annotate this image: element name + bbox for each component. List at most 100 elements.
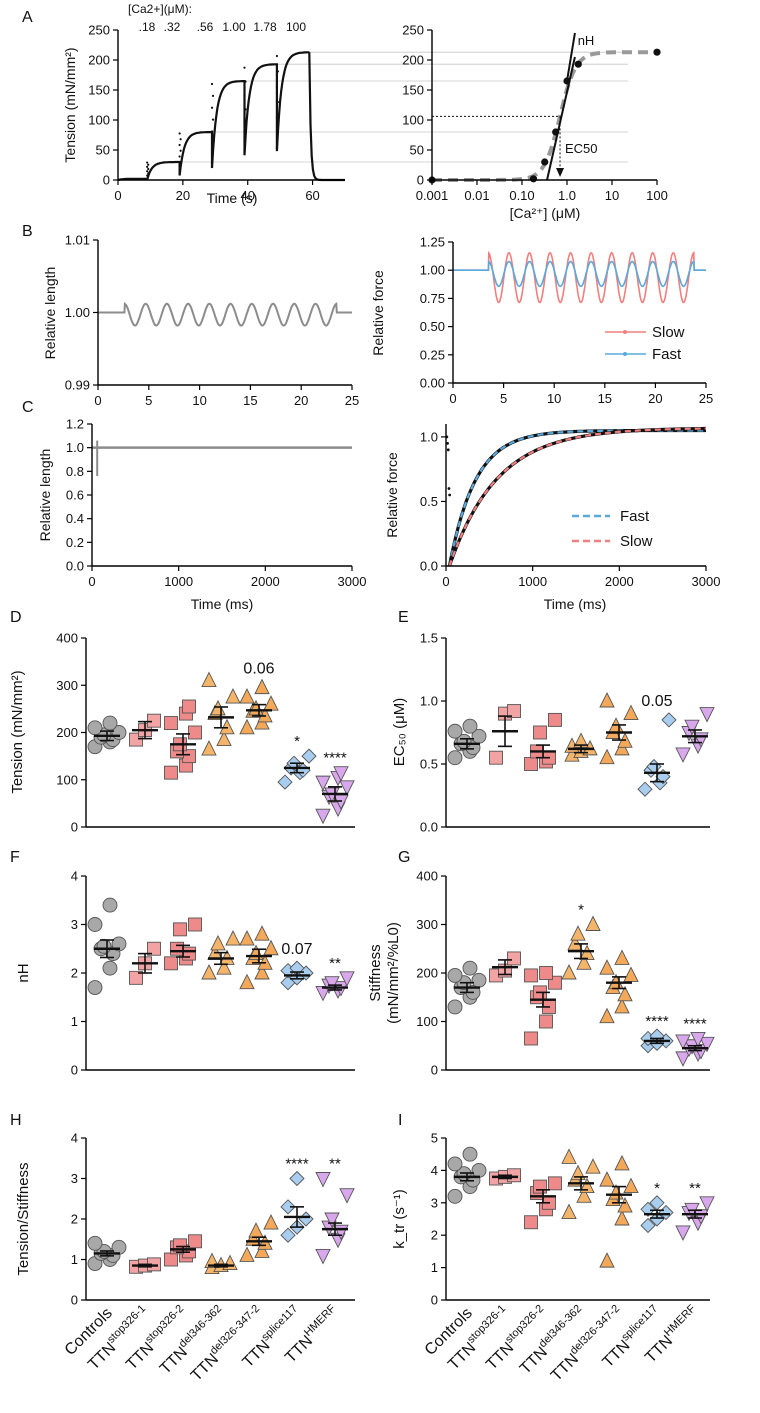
H-y-tick-label: 3 — [71, 1171, 78, 1186]
G-point-group6 — [675, 1051, 691, 1067]
G-y-tick-label: 400 — [416, 869, 438, 884]
A-left-y-tick-label: 100 — [88, 113, 110, 128]
B-left-x-tick-label: 10 — [192, 393, 206, 408]
F-point-group4 — [239, 973, 255, 990]
B-right-slow-trace — [453, 250, 706, 304]
G-y-label: Stiffness — [367, 944, 384, 1001]
I-point-group5 — [640, 1201, 656, 1217]
F-point-group0 — [102, 960, 118, 976]
I-y-label: k_tr (s⁻¹) — [391, 1189, 408, 1249]
B-left-length-trace — [98, 301, 352, 327]
panel-letter-F: F — [10, 849, 20, 866]
C-left-x-tick-label: 0 — [88, 574, 95, 589]
E-point-group4 — [599, 748, 615, 765]
G-y-tick-label: 0 — [431, 1063, 438, 1078]
A-transition-dot — [146, 174, 149, 177]
B-right-y-label: Relative force — [370, 270, 386, 356]
E-point-group0 — [447, 723, 463, 739]
A-transition-dot — [211, 118, 215, 121]
F-point-group2 — [188, 917, 202, 932]
H-point-group2 — [188, 1234, 202, 1249]
A-ca-value: .32 — [164, 20, 181, 34]
H-y-label: Tension/Stiffness — [15, 1162, 32, 1275]
A-right-ec50-label: EC50 — [565, 141, 598, 156]
panel-letter-E: E — [398, 609, 409, 626]
F-point-group3 — [210, 934, 226, 951]
F-point-group0 — [87, 917, 103, 932]
G-point-group2 — [539, 1014, 553, 1029]
H-y-tick-label: 4 — [71, 1131, 78, 1146]
A-transition-dot — [275, 85, 278, 88]
C-right-fast-fit — [448, 429, 706, 567]
H-point-group6 — [339, 1188, 355, 1204]
F-significance: 0.07 — [281, 941, 312, 958]
E-point-group2 — [548, 712, 562, 727]
I-significance: ** — [689, 1180, 701, 1197]
B-right-x-tick-label: 10 — [547, 391, 561, 406]
E-point-group1 — [489, 750, 503, 765]
A-right-ec50-arrow — [556, 168, 565, 177]
G-y-tick-label: 200 — [416, 966, 438, 981]
A-transition-dot — [210, 82, 214, 86]
B-legend-marker — [623, 352, 627, 356]
F-point-group6 — [324, 976, 340, 992]
B-right-x-tick-label: 25 — [699, 391, 713, 406]
G-point-group4 — [623, 966, 639, 982]
G-point-group4 — [599, 1007, 615, 1024]
C-right-x-tick-label: 2000 — [605, 574, 634, 589]
C-right-y-tick-label: 0.5 — [420, 494, 438, 509]
panel-letter-D: D — [10, 609, 22, 626]
D-point-group3 — [225, 688, 241, 704]
G-point-group4 — [599, 959, 615, 975]
B-legend-label-fast: Fast — [652, 346, 682, 363]
H-group-label-sup: stop326-1 — [105, 1303, 148, 1346]
A-right-data-point — [552, 128, 560, 136]
F-y-label: nH — [15, 963, 32, 982]
I-y-tick-label: 4 — [431, 1163, 438, 1178]
A-ca-value: 1.78 — [253, 20, 277, 34]
A-right-y-tick-label: 150 — [402, 83, 424, 98]
C-right-release-dot — [447, 487, 451, 490]
C-right-y-tick-label: 0.0 — [420, 559, 438, 574]
A-transition-dot — [146, 161, 149, 164]
I-group-label-sup: splice117 — [619, 1303, 660, 1344]
I-point-group4 — [599, 1252, 615, 1268]
A-transition-dot — [276, 100, 279, 104]
A-right-data-point — [653, 48, 661, 56]
H-point-group2 — [164, 1252, 178, 1267]
E-y-label: EC₅₀ (μM) — [391, 698, 408, 766]
H-group-label-sup: HMERF — [302, 1302, 338, 1338]
E-point-group4 — [614, 739, 630, 756]
F-point-group2 — [164, 956, 178, 971]
D-y-tick-label: 100 — [56, 772, 78, 787]
A-transition-dot — [276, 70, 279, 73]
E-y-tick-label: 0.5 — [420, 757, 438, 772]
B-left-x-tick-label: 25 — [345, 393, 359, 408]
H-point-group5 — [289, 1170, 305, 1187]
A-left-x-label: Time (s) — [207, 190, 258, 206]
A-transition-dot — [178, 143, 181, 147]
D-point-group4 — [239, 718, 255, 735]
F-point-group0 — [87, 980, 103, 995]
G-y-label-unit: (mN/mm²/%L0) — [385, 922, 402, 1024]
I-point-group2 — [548, 1176, 562, 1191]
B-left-x-tick-label: 15 — [243, 393, 257, 408]
A-right-y-tick-label: 50 — [410, 143, 424, 158]
panel-letter-A: A — [22, 9, 33, 26]
D-y-tick-label: 400 — [56, 631, 78, 646]
F-point-group0 — [96, 938, 112, 954]
I-group-label-sup: HMERF — [662, 1302, 698, 1338]
A-right-x-tick-label: 1.0 — [558, 188, 576, 203]
A-right-data-point — [574, 60, 582, 68]
A-right-nh-label: nH — [578, 33, 595, 48]
A-right-x-tick-label: 10 — [605, 188, 619, 203]
A-left-x-tick-label: 20 — [176, 188, 190, 203]
F-point-group0 — [111, 936, 127, 952]
G-point-group3 — [576, 954, 592, 970]
B-right-y-tick-label: 0.50 — [420, 319, 445, 334]
F-point-group2 — [182, 946, 196, 961]
D-point-group4 — [263, 695, 279, 711]
F-point-group1 — [147, 941, 161, 956]
E-point-group5 — [661, 712, 677, 728]
C-right-x-tick-label: 0 — [442, 574, 449, 589]
